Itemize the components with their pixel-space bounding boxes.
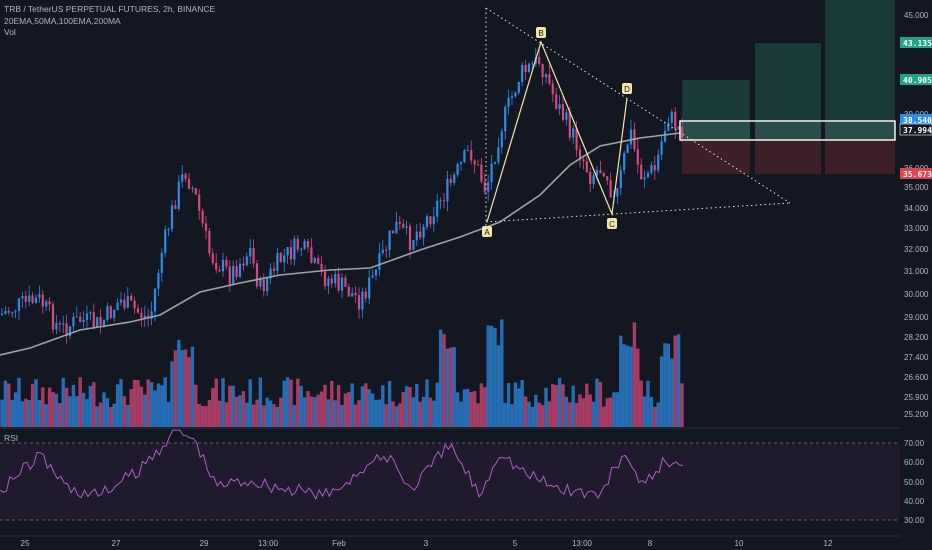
triangle-upper [485, 7, 791, 204]
price-tick-label: 45.000 [904, 11, 929, 20]
svg-text:D: D [624, 85, 630, 94]
pattern-point-b[interactable]: B [536, 27, 546, 38]
entry-box[interactable] [679, 120, 896, 141]
price-tag [900, 37, 932, 48]
price-tag [900, 168, 932, 179]
stop-zone-2 [755, 140, 821, 174]
stop-zone-3 [825, 140, 895, 174]
time-tick-label: 12 [824, 539, 833, 548]
entry-zone-3 [825, 121, 895, 140]
svg-text:B: B [538, 29, 543, 38]
time-tick-label: Feb [332, 539, 346, 548]
price-tick-label: 33.000 [904, 224, 929, 233]
price-tick-label: 28.200 [904, 333, 929, 342]
stop-zone-1 [682, 140, 750, 174]
entry-zone-2 [755, 121, 821, 140]
rsi-tick-label: 50.00 [904, 478, 925, 487]
price-tick-label: 30.000 [904, 290, 929, 299]
price-tick-label: 26.600 [904, 373, 929, 382]
price-tag-label: 38.540 [903, 116, 932, 125]
rsi-tick-label: 40.00 [904, 497, 925, 506]
price-tick-label: 31.000 [904, 267, 929, 276]
target-zone-3 [825, 0, 895, 121]
svg-text:C: C [609, 220, 615, 229]
time-tick-label: 8 [648, 539, 653, 548]
time-tick-label: 10 [735, 539, 744, 548]
time-tick-label: 29 [200, 539, 209, 548]
price-tick-label: 25.200 [904, 410, 929, 419]
time-tick-label: 13:00 [258, 539, 279, 548]
price-tick-label: 29.000 [904, 313, 929, 322]
price-tick-label: 32.000 [904, 245, 929, 254]
target-zone-2 [755, 43, 821, 121]
rsi-tick-label: 60.00 [904, 458, 925, 467]
time-tick-label: 3 [424, 539, 429, 548]
price-tag [899, 123, 932, 136]
target-zone-1 [682, 80, 750, 121]
rsi-tick-label: 30.00 [904, 516, 925, 525]
triangle-lower [485, 202, 791, 223]
price-tag-label: 35.673 [903, 170, 932, 179]
abcd-pattern [486, 40, 628, 223]
price-tag-label: 37.994 [903, 126, 932, 135]
symbol-title: TRB / TetherUS PERPETUAL FUTURES, 2h, BI… [4, 4, 216, 14]
target-zones [682, 0, 895, 174]
price-tag-label: 43.135 [903, 39, 932, 48]
rsi-tick-label: 70.00 [904, 439, 925, 448]
pattern-point-a[interactable]: A [482, 226, 492, 237]
time-tick-label: 13:00 [572, 539, 593, 548]
price-tick-label: 27.400 [904, 353, 929, 362]
svg-text:A: A [484, 228, 490, 237]
rsi-band [0, 443, 900, 520]
volume-legend[interactable]: Vol [4, 27, 16, 37]
entry-zone-1 [682, 121, 750, 140]
price-tick-label: 34.000 [904, 204, 929, 213]
time-axis[interactable]: 25 27 29 13:00 Feb 3 5 13:00 8 10 12 [21, 539, 833, 548]
time-tick-label: 25 [21, 539, 30, 548]
price-tag [900, 114, 932, 125]
volume-bars [0, 319, 684, 427]
triangle-lines [485, 7, 791, 230]
indicator-legend[interactable]: 20EMA,50MA,100EMA,200MA [4, 16, 121, 26]
price-tag-label: 40.905 [903, 76, 932, 85]
pattern-point-c[interactable]: C [607, 218, 617, 229]
moving-average-line [0, 132, 681, 356]
rsi-legend[interactable]: RSI [4, 433, 19, 443]
pattern-labels: A B C D [482, 27, 632, 237]
rsi-axis[interactable]: 70.00 60.00 50.00 40.00 30.00 [904, 439, 925, 525]
candlesticks [0, 47, 684, 344]
price-tick-label: 35.000 [904, 183, 929, 192]
rsi-line [0, 429, 683, 501]
price-tick-label: 25.900 [904, 393, 929, 402]
time-tick-label: 5 [513, 539, 518, 548]
price-tag [900, 74, 932, 85]
time-tick-label: 27 [112, 539, 121, 548]
pattern-point-d[interactable]: D [622, 83, 632, 94]
